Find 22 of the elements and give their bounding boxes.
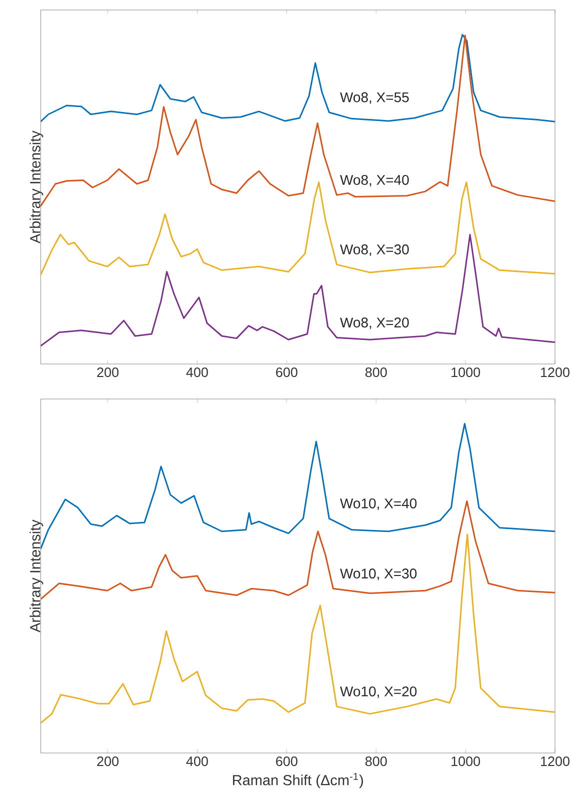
x-tick-label: 1000 <box>452 756 480 766</box>
annotation: Wo8, X=30 <box>340 244 409 256</box>
y-axis-title: Arbitrary Intensity <box>30 520 44 632</box>
x-tick-label: 1000 <box>452 368 480 378</box>
x-tick-label: 800 <box>365 756 387 766</box>
x-tick-label: 400 <box>186 368 208 378</box>
annotation: Wo10, X=40 <box>340 498 417 510</box>
annotation: Wo10, X=30 <box>340 568 417 580</box>
x-tick-label: 400 <box>186 756 208 766</box>
x-tick-label: 200 <box>97 756 119 766</box>
x-tick-label: 1200 <box>541 756 570 766</box>
x-tick-label: 800 <box>365 368 387 378</box>
x-tick-label: 1200 <box>541 368 570 378</box>
annotation: Wo8, X=20 <box>340 318 409 330</box>
x-axis-title: Raman Shift (Δcm$^{-1}$) <box>233 772 363 788</box>
annotation: Wo10, X=20 <box>340 686 417 698</box>
annotation: Wo8, X=55 <box>340 92 409 104</box>
x-tick-label: 600 <box>276 368 298 378</box>
x-tick-label: 200 <box>97 368 119 378</box>
y-axis-title: Arbitrary Intensity <box>30 130 44 244</box>
annotation: Wo8, X=40 <box>340 174 409 187</box>
x-tick-label: 600 <box>276 756 298 766</box>
